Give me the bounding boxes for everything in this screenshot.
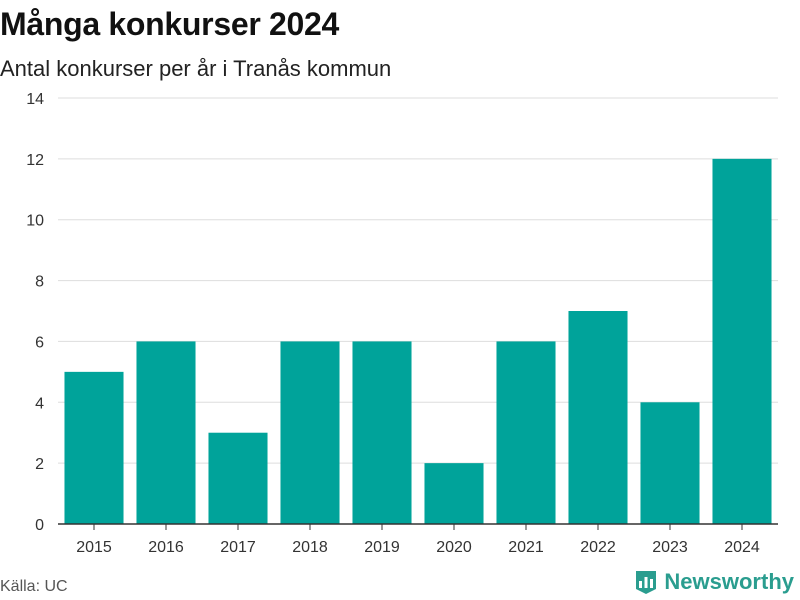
y-tick-label: 8 (35, 274, 44, 291)
bar (208, 432, 268, 524)
y-tick-label: 4 (35, 395, 44, 412)
brand-name: Newsworthy (664, 569, 794, 594)
bar (568, 311, 628, 524)
bar (712, 158, 772, 524)
x-tick-label: 2020 (436, 539, 472, 556)
x-tick-label: 2015 (76, 539, 112, 556)
x-tick-label: 2016 (148, 539, 184, 556)
y-tick-label: 6 (35, 334, 44, 351)
x-tick-label: 2019 (364, 539, 400, 556)
brand-logo: Newsworthy (634, 569, 794, 595)
y-tick-label: 14 (26, 91, 44, 108)
x-tick-label: 2023 (652, 539, 688, 556)
y-tick-label: 12 (26, 152, 44, 169)
y-tick-label: 10 (26, 213, 44, 230)
source-label: Källa: UC (0, 578, 68, 595)
bar-chart-logo-icon (636, 571, 657, 594)
bar (640, 402, 700, 524)
bar (280, 341, 340, 524)
bar (64, 371, 124, 524)
chart-title: Många konkurser 2024 (0, 6, 340, 42)
bar (424, 463, 484, 524)
x-tick-label: 2018 (292, 539, 328, 556)
bar (352, 341, 412, 524)
y-tick-label: 0 (35, 517, 44, 534)
x-tick-label: 2022 (580, 539, 616, 556)
y-tick-label: 2 (35, 456, 44, 473)
bar (136, 341, 196, 524)
bar (496, 341, 556, 524)
x-tick-label: 2024 (724, 539, 760, 556)
chart-subtitle: Antal konkurser per år i Tranås kommun (0, 56, 392, 81)
x-tick-label: 2021 (508, 539, 544, 556)
x-tick-label: 2017 (220, 539, 256, 556)
